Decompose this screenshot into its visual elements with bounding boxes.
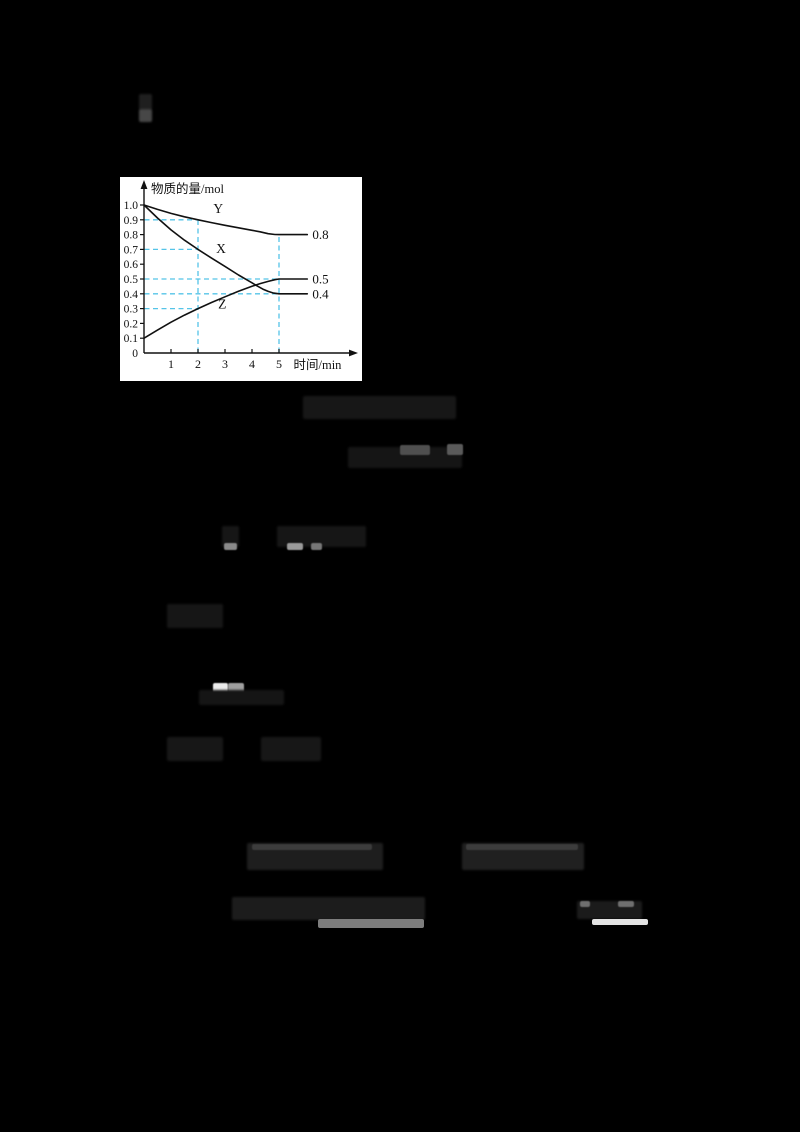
illegible-char-q3 [222,526,239,547]
illegible-formula-2 [199,690,284,705]
x-tick-label-3: 3 [222,357,228,371]
cap-row-left [252,844,372,850]
curve-Z [143,278,309,339]
y-tick-label-0.8: 0.8 [124,230,139,242]
illegible-line-2 [348,447,462,468]
highlight-mark-line2-a [400,445,430,455]
y-tick-label-0: 0 [132,348,138,360]
y-tick-label-0.1: 0.1 [124,333,139,345]
x-axis-arrow [349,349,358,357]
cap-row-right [466,844,578,850]
illegible-line-1 [303,396,456,419]
y-axis-arrow [140,180,148,189]
underline-bar-white [592,919,648,925]
subscript-box-b [287,543,303,550]
x-tick-label-5: 5 [276,357,282,371]
curve-label-Y: Y [213,201,223,216]
curve-X [143,204,309,295]
y-tick-label-1.0: 1.0 [124,200,139,212]
x-tick-label-2: 2 [195,357,201,371]
x-tick-label-1: 1 [168,357,174,371]
y-tick-label-0.2: 0.2 [124,318,139,330]
illegible-formula-3 [167,737,223,761]
x-axis-title: 时间/min [294,358,343,372]
curve-label-X: X [216,241,226,256]
highlight-mark-line2-b [447,444,463,455]
y-tick-label-0.6: 0.6 [124,259,139,271]
faint-mark-top [139,94,152,110]
end-value-label-Y: 0.8 [312,227,328,242]
end-value-label-X: 0.4 [312,286,329,301]
amount-vs-time-chart: 1.00.90.80.70.60.50.40.30.20.101 2 3 4 5物质的量… [124,180,358,372]
illegible-bottom-left [232,897,425,920]
x-tick-label-4: 4 [249,357,255,371]
subscript-box-a [224,543,237,550]
y-tick-label-0.5: 0.5 [124,274,139,286]
y-tick-label-0.4: 0.4 [124,289,139,301]
illegible-word-2 [261,737,321,761]
underline-bar-gray [318,919,424,928]
subscript-cap-d [580,901,590,907]
y-tick-label-0.7: 0.7 [124,244,139,256]
y-tick-label-0.9: 0.9 [124,215,139,227]
figure-panel: 1.0 0.9 0.8 0.7 0.6 0.5 0.4 0.3 0.2 0.1 0 1 2 3 4 5 物质的量… [120,177,362,381]
y-tick-label-0.3: 0.3 [124,304,139,316]
faint-mark-top-gray [139,109,152,122]
end-value-label-Z: 0.5 [312,272,328,287]
curve-label-Z: Z [218,297,226,312]
y-axis-title: 物质的量/mol [151,181,224,196]
illegible-word-q3 [277,526,366,547]
subscript-cap-e [618,901,634,907]
curve-Y [143,204,309,236]
subscript-box-c [311,543,322,550]
illegible-formula-1 [167,604,223,628]
